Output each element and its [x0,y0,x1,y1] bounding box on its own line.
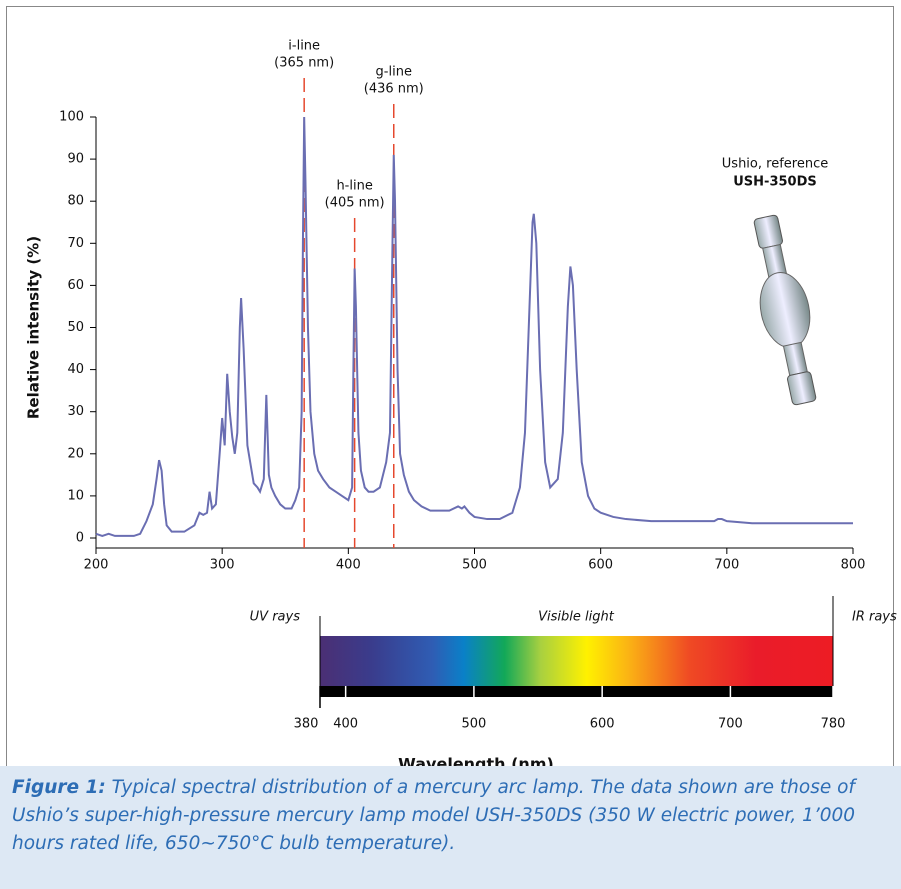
y-tick-label: 10 [67,488,84,503]
annotation-label: g-line [376,65,412,80]
lamp-image [753,214,817,406]
region-label: Visible light [538,610,615,625]
y-tick-label: 100 [59,110,84,125]
lamp-label: Ushio, reference [722,157,828,172]
x-tick-label: 300 [210,558,235,573]
x-tick-label: 200 [84,558,109,573]
x-tick-label: 500 [462,558,487,573]
y-axis-title: Relative intensity (%) [25,236,43,419]
y-tick-label: 80 [67,194,84,209]
annotation-label: (405 nm) [325,196,385,211]
scale-tick-label: 700 [718,717,743,732]
visible-spectrum [320,636,833,686]
x-tick-label: 700 [714,558,739,573]
x-tick-label: 400 [336,558,361,573]
caption-text: Typical spectral distribution of a mercu… [12,777,856,854]
spectrum-line [95,116,853,537]
caption: Figure 1: Typical spectral distribution … [0,766,901,889]
x-tick-label: 600 [588,558,613,573]
scale-strip [320,686,833,697]
annotation-label: h-line [336,179,372,194]
y-tick-label: 90 [67,152,84,167]
scale-tick-label: 780 [821,717,846,732]
scale-tick-label: 400 [333,717,358,732]
region-label: UV rays [250,610,301,625]
y-tick-label: 0 [76,531,84,546]
scale-tick-label: 600 [590,717,615,732]
region-label: IR rays [852,610,897,625]
y-tick-label: 30 [67,404,84,419]
y-tick-label: 50 [67,320,84,335]
lamp-label: USH-350DS [733,175,816,190]
annotation-label: i-line [288,39,320,54]
y-tick-label: 20 [67,446,84,461]
x-tick-label: 800 [841,558,866,573]
caption-label: Figure 1: [12,777,106,798]
scale-tick-label: 500 [461,717,486,732]
y-tick-label: 40 [67,362,84,377]
scale-tick-label: 380 [294,717,319,732]
y-tick-label: 70 [67,236,84,251]
annotation-label: (365 nm) [274,56,334,71]
y-tick-label: 60 [67,278,84,293]
annotation-label: (436 nm) [364,82,424,97]
